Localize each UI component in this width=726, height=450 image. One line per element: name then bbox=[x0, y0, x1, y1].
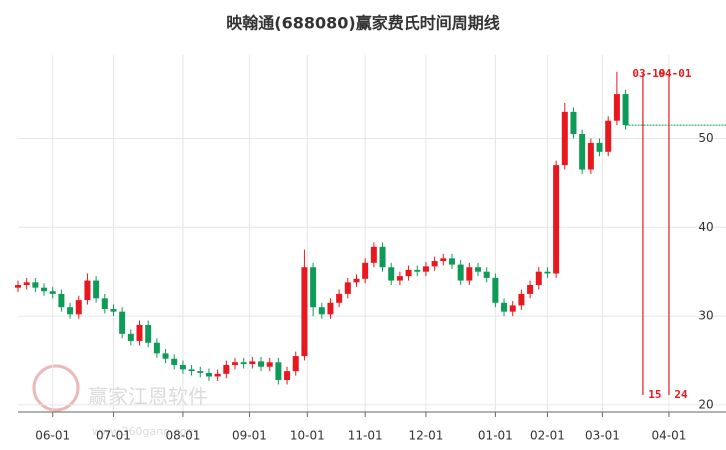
candle-body bbox=[231, 362, 238, 365]
candle-body bbox=[205, 372, 212, 377]
candle-body bbox=[284, 371, 291, 381]
candle-body bbox=[327, 302, 334, 315]
candle-body bbox=[119, 311, 126, 334]
candle-body bbox=[379, 246, 386, 268]
candle-body bbox=[466, 267, 473, 281]
candle-body bbox=[527, 285, 534, 294]
x-tick-label: 06-01 bbox=[35, 429, 70, 443]
candle-body bbox=[32, 282, 39, 288]
candle-body bbox=[136, 324, 143, 341]
candle-body bbox=[258, 361, 265, 367]
candle-body bbox=[171, 358, 178, 365]
candle-body bbox=[587, 142, 594, 170]
candle-body bbox=[483, 271, 490, 278]
candle-body bbox=[266, 362, 273, 367]
candle-body bbox=[501, 302, 508, 312]
candle-body bbox=[353, 278, 360, 283]
x-tick-label: 02-01 bbox=[530, 429, 565, 443]
chart-title: 映翰通(688080)赢家费氏时间周期线 bbox=[226, 14, 499, 33]
candle-body bbox=[622, 94, 629, 126]
candle-body bbox=[240, 362, 247, 365]
candle-body bbox=[440, 258, 447, 262]
candle-body bbox=[145, 324, 152, 343]
y-tick-label: 50 bbox=[698, 131, 713, 145]
candle-body bbox=[336, 293, 343, 303]
candle-body bbox=[223, 364, 230, 374]
candle-body bbox=[544, 271, 551, 274]
candle-body bbox=[275, 362, 282, 381]
candle-body bbox=[15, 285, 21, 288]
candle-body bbox=[553, 165, 560, 274]
candle-body bbox=[362, 262, 369, 279]
y-tick-label: 40 bbox=[698, 220, 713, 234]
candle-body bbox=[388, 267, 395, 281]
time-cycle-count: 24 bbox=[674, 388, 688, 401]
candle-body bbox=[179, 364, 186, 370]
x-tick-label: 07-01 bbox=[96, 429, 131, 443]
candle-body bbox=[561, 111, 568, 166]
candle-body bbox=[67, 307, 74, 315]
y-tick-label: 20 bbox=[698, 397, 713, 411]
candle-body bbox=[431, 261, 438, 267]
candle-body bbox=[579, 134, 586, 170]
candle-body bbox=[535, 271, 542, 286]
candle-body bbox=[570, 111, 577, 135]
candle-body bbox=[370, 246, 377, 263]
candle-body bbox=[396, 276, 403, 281]
candle-body bbox=[127, 333, 134, 341]
candle-body bbox=[58, 293, 65, 308]
time-cycle-date: 03-19 bbox=[632, 67, 665, 80]
watermark-logo bbox=[32, 364, 80, 412]
candle-body bbox=[509, 305, 516, 312]
x-tick-label: 04-01 bbox=[652, 429, 687, 443]
x-tick-label: 01-01 bbox=[478, 429, 513, 443]
x-tick-label: 10-01 bbox=[290, 429, 325, 443]
candle-body bbox=[414, 269, 421, 272]
candle-body bbox=[93, 280, 100, 299]
candle-body bbox=[110, 308, 117, 312]
x-tick-label: 12-01 bbox=[408, 429, 443, 443]
time-cycle-count: 15 bbox=[648, 388, 661, 401]
candle-body bbox=[613, 94, 620, 121]
watermark-url: www.360gann.com bbox=[92, 425, 197, 438]
candle-body bbox=[153, 342, 160, 354]
watermark: 赢家江恩软件 www.360gann.com bbox=[32, 364, 208, 438]
candle-body bbox=[422, 266, 429, 272]
x-tick-label: 03-01 bbox=[585, 429, 620, 443]
candle-body bbox=[475, 267, 482, 272]
candle-body bbox=[344, 282, 351, 294]
x-tick-label: 08-01 bbox=[165, 429, 200, 443]
candle-body bbox=[518, 293, 525, 306]
candle-body bbox=[492, 277, 499, 303]
candle-body bbox=[457, 264, 464, 281]
candle-body bbox=[49, 291, 56, 294]
y-tick-label: 30 bbox=[698, 309, 713, 323]
candle-body bbox=[162, 353, 169, 359]
x-tick-label: 11-01 bbox=[348, 429, 383, 443]
candle-body bbox=[405, 269, 412, 277]
candle-body bbox=[188, 369, 195, 372]
x-tick-label: 09-01 bbox=[232, 429, 267, 443]
candle-body bbox=[249, 361, 256, 365]
candle-body bbox=[84, 280, 91, 301]
candle-body bbox=[101, 298, 108, 309]
candle-body bbox=[605, 120, 612, 152]
time-cycle-date: 04-01 bbox=[658, 67, 691, 80]
candle-body bbox=[23, 282, 30, 286]
candle-body bbox=[448, 258, 455, 265]
candle-body bbox=[197, 371, 204, 373]
candle-body bbox=[318, 307, 325, 315]
candle-body bbox=[214, 373, 221, 377]
candle-body bbox=[301, 267, 308, 357]
candle-body bbox=[292, 356, 299, 372]
candle-body bbox=[75, 300, 82, 315]
candle-body bbox=[596, 142, 603, 152]
candle-body bbox=[310, 267, 317, 308]
candle-body bbox=[41, 287, 48, 292]
